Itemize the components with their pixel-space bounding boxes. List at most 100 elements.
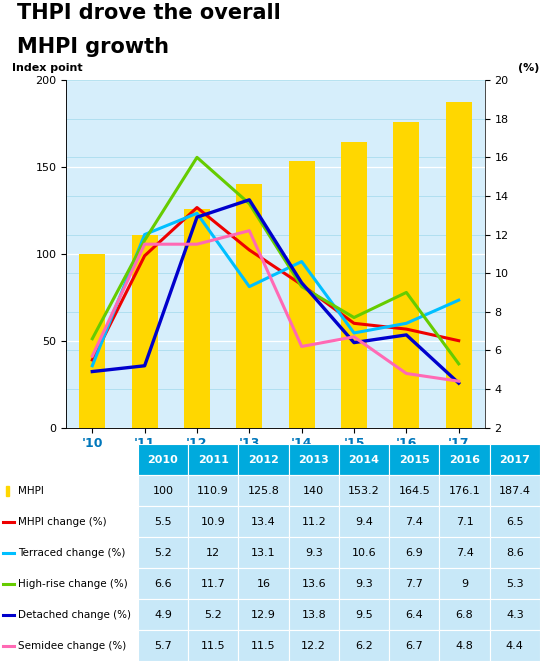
Text: 5.5: 5.5	[154, 517, 172, 527]
Text: 9.3: 9.3	[305, 548, 322, 558]
FancyBboxPatch shape	[490, 444, 540, 475]
FancyBboxPatch shape	[490, 537, 540, 568]
Text: 2012: 2012	[248, 455, 279, 465]
FancyBboxPatch shape	[188, 506, 238, 537]
FancyBboxPatch shape	[238, 631, 289, 661]
Text: 12.9: 12.9	[251, 610, 276, 620]
FancyBboxPatch shape	[440, 444, 490, 475]
FancyBboxPatch shape	[490, 568, 540, 599]
Text: Terraced change (%): Terraced change (%)	[18, 548, 125, 558]
FancyBboxPatch shape	[440, 568, 490, 599]
Text: 164.5: 164.5	[398, 486, 430, 496]
Text: MHPI growth: MHPI growth	[17, 37, 169, 57]
FancyBboxPatch shape	[389, 506, 440, 537]
Text: 11.5: 11.5	[251, 641, 276, 651]
FancyBboxPatch shape	[238, 568, 289, 599]
Text: 187.4: 187.4	[499, 486, 531, 496]
Text: MHPI change (%): MHPI change (%)	[18, 517, 106, 527]
Text: 2014: 2014	[348, 455, 380, 465]
FancyBboxPatch shape	[389, 599, 440, 631]
Text: 5.7: 5.7	[154, 641, 172, 651]
Text: 9.5: 9.5	[355, 610, 373, 620]
FancyBboxPatch shape	[490, 475, 540, 506]
Text: 4.3: 4.3	[506, 610, 523, 620]
Bar	[341, 142, 367, 428]
FancyBboxPatch shape	[289, 568, 339, 599]
Text: 5.2: 5.2	[204, 610, 222, 620]
FancyBboxPatch shape	[339, 506, 389, 537]
FancyBboxPatch shape	[238, 537, 289, 568]
Text: Detached change (%): Detached change (%)	[18, 610, 131, 620]
Text: 140: 140	[303, 486, 325, 496]
Text: 10.6: 10.6	[352, 548, 376, 558]
Text: 13.8: 13.8	[301, 610, 326, 620]
Text: 2016: 2016	[449, 455, 480, 465]
Text: 11.7: 11.7	[201, 578, 225, 589]
FancyBboxPatch shape	[389, 444, 440, 475]
FancyBboxPatch shape	[138, 506, 188, 537]
Text: 6.7: 6.7	[406, 641, 423, 651]
FancyBboxPatch shape	[490, 599, 540, 631]
FancyBboxPatch shape	[138, 568, 188, 599]
FancyBboxPatch shape	[339, 631, 389, 661]
Text: THPI drove the overall: THPI drove the overall	[17, 3, 280, 23]
Bar	[393, 122, 419, 428]
Text: Semidee change (%): Semidee change (%)	[18, 641, 126, 651]
FancyBboxPatch shape	[188, 537, 238, 568]
Text: 6.9: 6.9	[406, 548, 423, 558]
FancyBboxPatch shape	[289, 475, 339, 506]
Text: 176.1: 176.1	[449, 486, 480, 496]
FancyBboxPatch shape	[138, 599, 188, 631]
Text: 7.1: 7.1	[456, 517, 473, 527]
Text: 5.3: 5.3	[506, 578, 523, 589]
FancyBboxPatch shape	[389, 537, 440, 568]
Text: 16: 16	[256, 578, 271, 589]
Text: (%): (%)	[518, 63, 539, 73]
FancyBboxPatch shape	[389, 631, 440, 661]
Text: 4.9: 4.9	[154, 610, 172, 620]
FancyBboxPatch shape	[339, 444, 389, 475]
Bar	[236, 184, 262, 428]
Text: 8.6: 8.6	[506, 548, 523, 558]
Text: 12.2: 12.2	[301, 641, 326, 651]
Text: 153.2: 153.2	[348, 486, 380, 496]
Text: 13.4: 13.4	[251, 517, 276, 527]
FancyBboxPatch shape	[138, 537, 188, 568]
Text: 4.4: 4.4	[506, 641, 524, 651]
FancyBboxPatch shape	[440, 631, 490, 661]
FancyBboxPatch shape	[289, 537, 339, 568]
FancyBboxPatch shape	[490, 506, 540, 537]
FancyBboxPatch shape	[389, 475, 440, 506]
FancyBboxPatch shape	[188, 475, 238, 506]
Text: 12: 12	[206, 548, 220, 558]
FancyBboxPatch shape	[188, 444, 238, 475]
Text: 2015: 2015	[399, 455, 430, 465]
Bar	[289, 162, 315, 428]
FancyBboxPatch shape	[389, 568, 440, 599]
Bar	[6, 486, 9, 496]
FancyBboxPatch shape	[339, 568, 389, 599]
Text: 11.2: 11.2	[301, 517, 326, 527]
Text: 100: 100	[153, 486, 174, 496]
FancyBboxPatch shape	[238, 444, 289, 475]
Text: 110.9: 110.9	[197, 486, 229, 496]
FancyBboxPatch shape	[339, 475, 389, 506]
FancyBboxPatch shape	[490, 631, 540, 661]
FancyBboxPatch shape	[238, 475, 289, 506]
Text: 6.2: 6.2	[355, 641, 373, 651]
FancyBboxPatch shape	[289, 506, 339, 537]
FancyBboxPatch shape	[440, 506, 490, 537]
Text: 7.4: 7.4	[406, 517, 423, 527]
Text: 6.6: 6.6	[154, 578, 172, 589]
FancyBboxPatch shape	[238, 599, 289, 631]
Text: 7.7: 7.7	[406, 578, 423, 589]
FancyBboxPatch shape	[138, 475, 188, 506]
Bar	[446, 102, 472, 428]
FancyBboxPatch shape	[188, 631, 238, 661]
Bar	[132, 235, 158, 428]
FancyBboxPatch shape	[339, 599, 389, 631]
Text: 2017: 2017	[499, 455, 530, 465]
Text: Index point: Index point	[12, 63, 82, 73]
Text: High-rise change (%): High-rise change (%)	[18, 578, 128, 589]
Text: 7.4: 7.4	[456, 548, 473, 558]
